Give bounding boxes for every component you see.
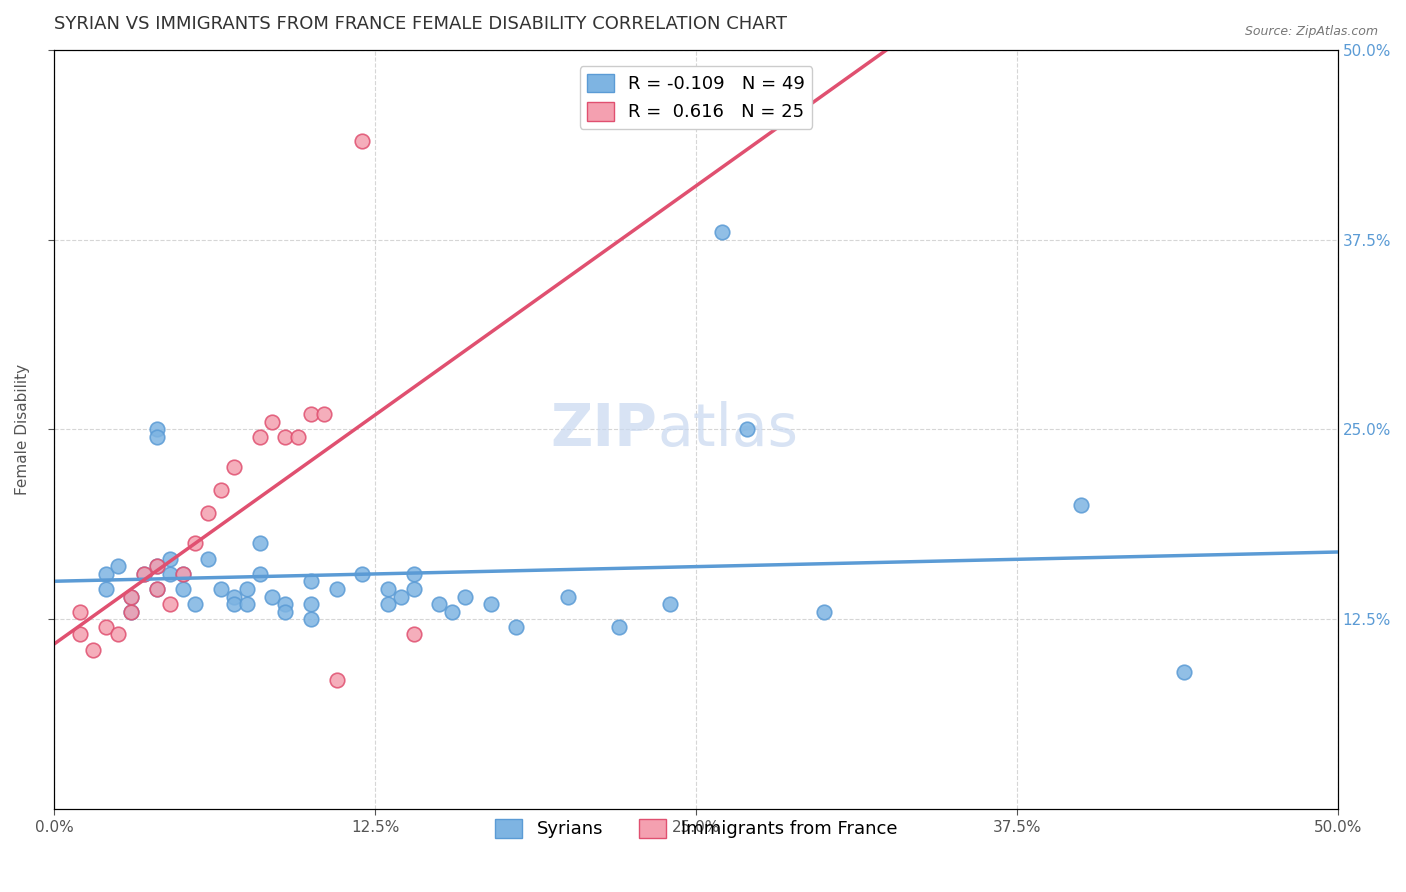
Point [69, 627, 91, 641]
Point [287, 430, 309, 444]
Point [146, 559, 169, 574]
Point [659, 597, 682, 611]
Point [159, 597, 181, 611]
Point [377, 582, 399, 596]
Point [274, 597, 297, 611]
Point [69, 605, 91, 619]
Point [427, 597, 450, 611]
Point [120, 605, 142, 619]
Point [146, 582, 169, 596]
Point [184, 597, 207, 611]
Text: atlas: atlas [658, 401, 799, 458]
Point [184, 536, 207, 550]
Point [146, 422, 169, 436]
Point [249, 430, 271, 444]
Point [299, 612, 322, 626]
Point [352, 134, 374, 148]
Point [505, 620, 527, 634]
Point [402, 582, 425, 596]
Point [325, 582, 347, 596]
Point [1070, 499, 1092, 513]
Point [1173, 665, 1195, 680]
Point [222, 597, 245, 611]
Point [94, 582, 117, 596]
Point [222, 460, 245, 475]
Point [107, 627, 129, 641]
Point [134, 566, 156, 581]
Point [607, 620, 630, 634]
Point [737, 422, 759, 436]
Y-axis label: Female Disability: Female Disability [15, 364, 30, 495]
Point [172, 582, 194, 596]
Point [441, 605, 464, 619]
Point [172, 566, 194, 581]
Point [299, 407, 322, 421]
Point [82, 642, 104, 657]
Point [299, 574, 322, 589]
Text: SYRIAN VS IMMIGRANTS FROM FRANCE FEMALE DISABILITY CORRELATION CHART: SYRIAN VS IMMIGRANTS FROM FRANCE FEMALE … [55, 15, 787, 33]
Point [479, 597, 502, 611]
Point [236, 597, 259, 611]
Point [377, 597, 399, 611]
Point [249, 536, 271, 550]
Point [146, 559, 169, 574]
Point [159, 566, 181, 581]
Point [262, 590, 284, 604]
Point [249, 566, 271, 581]
Point [454, 590, 477, 604]
Point [159, 551, 181, 566]
Point [389, 590, 412, 604]
Point [94, 620, 117, 634]
Point [325, 673, 347, 687]
Point [197, 551, 219, 566]
Point [134, 566, 156, 581]
Point [120, 605, 142, 619]
Point [813, 605, 835, 619]
Point [146, 430, 169, 444]
Point [120, 590, 142, 604]
Point [402, 566, 425, 581]
Text: Source: ZipAtlas.com: Source: ZipAtlas.com [1244, 25, 1378, 38]
Point [312, 407, 335, 421]
Point [222, 590, 245, 604]
Point [236, 582, 259, 596]
Point [94, 566, 117, 581]
Point [402, 627, 425, 641]
Point [172, 566, 194, 581]
Point [710, 225, 733, 239]
Point [274, 430, 297, 444]
Point [120, 590, 142, 604]
Point [557, 590, 579, 604]
Point [107, 559, 129, 574]
Point [262, 415, 284, 429]
Point [146, 582, 169, 596]
Text: ZIP: ZIP [551, 401, 658, 458]
Point [274, 605, 297, 619]
Point [352, 566, 374, 581]
Point [299, 597, 322, 611]
Point [197, 506, 219, 520]
Point [209, 582, 232, 596]
Legend: Syrians, Immigrants from France: Syrians, Immigrants from France [488, 812, 904, 846]
Point [209, 483, 232, 498]
